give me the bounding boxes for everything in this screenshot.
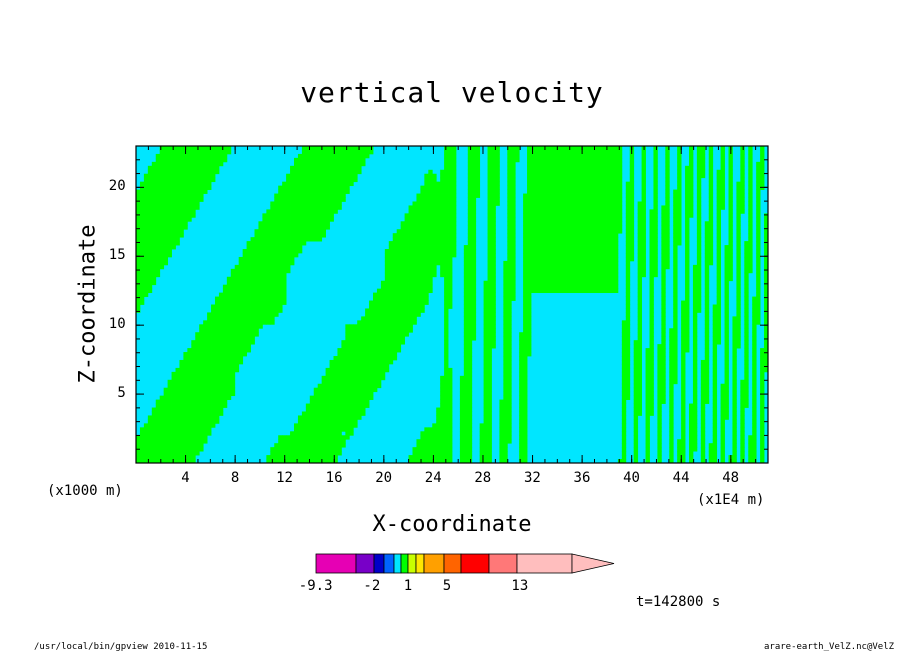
colorbar	[315, 553, 615, 574]
colorbar-segment	[315, 553, 357, 574]
x-tick-label: 24	[424, 470, 442, 486]
x-tick-label: 12	[276, 470, 293, 486]
y-tick-label: 5	[117, 385, 126, 402]
footer-program-date: /usr/local/bin/gpview 2010-11-15	[34, 642, 208, 652]
x-unit-left: (x1000 m)	[47, 483, 123, 499]
x-axis-label: X-coordinate	[372, 512, 532, 537]
x-tick-label: 16	[325, 470, 343, 486]
x-tick-label: 8	[230, 470, 240, 486]
colorbar-segment	[373, 553, 385, 574]
colorbar-tick-label: 1	[403, 578, 413, 594]
y-axis-label: Z-coordinate	[75, 224, 101, 384]
colorbar-segment	[423, 553, 445, 574]
y-tick-label: 20	[108, 178, 126, 195]
x-unit-right: (x1E4 m)	[697, 492, 765, 508]
colorbar-tick-label: 5	[442, 578, 452, 594]
colorbar-segment	[415, 553, 425, 574]
x-tick-label: 36	[573, 470, 591, 486]
y-tick-label: 10	[108, 316, 126, 333]
x-tick-label: 28	[474, 470, 492, 486]
colorbar-segment	[516, 553, 573, 574]
footer-file-variable: arare-earth_VelZ.nc@VelZ	[764, 642, 895, 652]
colorbar-segment	[393, 553, 402, 574]
time-label: t=142800 s	[636, 594, 721, 610]
chart-title: vertical velocity	[300, 76, 604, 109]
colorbar-segment	[400, 553, 409, 574]
colorbar-tick-label: -9.3	[298, 578, 333, 594]
x-tick-label: 32	[523, 470, 541, 486]
x-tick-label: 4	[181, 470, 190, 486]
colorbar-segment	[460, 553, 490, 574]
x-tick-label: 40	[623, 470, 640, 486]
colorbar-segment	[407, 553, 417, 574]
colorbar-segment	[355, 553, 375, 574]
colorbar-tick-label: 13	[511, 578, 529, 594]
x-tick-label: 44	[672, 470, 690, 486]
x-tick-label: 20	[375, 470, 393, 486]
x-tick-label: 48	[722, 470, 740, 486]
plot-frame	[135, 145, 769, 464]
colorbar-segment	[383, 553, 395, 574]
y-tick-label: 15	[108, 247, 126, 264]
colorbar-segment	[443, 553, 462, 574]
colorbar-tick-label: -2	[363, 578, 381, 594]
colorbar-arrow	[571, 553, 615, 574]
positive-regions	[136, 146, 769, 464]
colorbar-segment	[488, 553, 518, 574]
